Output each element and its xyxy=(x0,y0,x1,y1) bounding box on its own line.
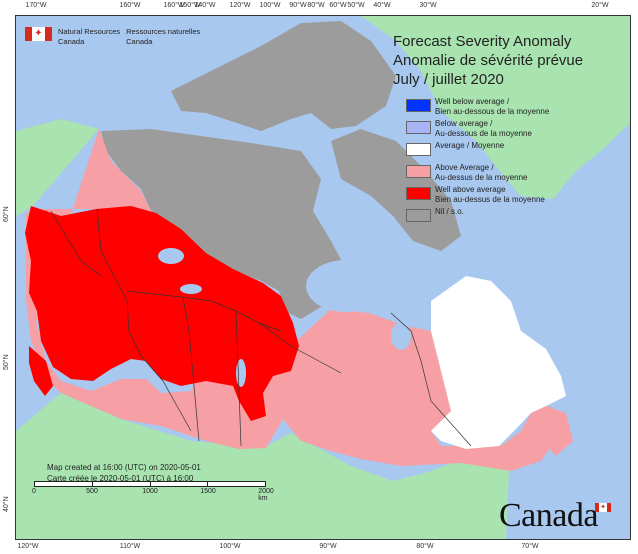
scale-label: 1500 xyxy=(200,488,216,495)
scale-bar: 0 500 1000 1500 2000 km xyxy=(32,481,274,502)
graticule-label: 100°W xyxy=(219,543,241,550)
graticule-label: 60°N xyxy=(3,206,10,222)
graticule-label: 120°W xyxy=(229,2,251,9)
graticule-label: 40°W xyxy=(373,2,391,9)
lake-winnipeg xyxy=(236,359,246,387)
graticule-label: 170°W xyxy=(25,2,47,9)
scale-label: 2000 km xyxy=(258,488,274,502)
graticule-label: 50°N xyxy=(3,354,10,370)
department-name-fr: Ressources naturelles Canada xyxy=(126,27,201,46)
great-slave-lake xyxy=(180,284,202,294)
provincial-borders xyxy=(50,208,472,447)
scale-label: 500 xyxy=(86,488,98,495)
well-above-average-core xyxy=(25,206,299,421)
legend-item-nil: Nil / s.o. xyxy=(406,207,549,226)
graticule-label: 80°W xyxy=(307,2,325,9)
hudson-bay-area xyxy=(306,260,386,312)
legend: Well below average / Bien au-dessous de l… xyxy=(406,97,549,229)
legend-item-average: Average / Moyenne xyxy=(406,141,549,160)
scale-label: 1000 xyxy=(142,488,158,495)
legend-item-well-below: Well below average / Bien au-dessous de l… xyxy=(406,97,549,116)
graticule-label: 50°W xyxy=(347,2,365,9)
title-english: Forecast Severity Anomaly xyxy=(393,33,572,50)
map-canvas: ✦ Natural Resources Canada Ressources na… xyxy=(15,15,631,540)
canada-flag-icon: ✦ xyxy=(25,27,52,41)
map-title: Forecast Severity Anomaly Anomalie de sé… xyxy=(393,32,583,89)
graticule-label: 110°W xyxy=(119,543,141,550)
department-name-en: Natural Resources Canada xyxy=(58,27,121,46)
graticule-label: 90°W xyxy=(289,2,307,9)
average-quebec xyxy=(431,276,566,449)
map-svg xyxy=(16,16,630,539)
department-logo: ✦ Natural Resources Canada Ressources na… xyxy=(25,27,200,47)
james-bay xyxy=(391,322,411,350)
well-above-average-coast xyxy=(29,346,53,396)
canada-wordmark: Canada xyxy=(499,497,598,534)
wordmark-flag-icon: ✦ xyxy=(595,503,611,512)
graticule-label: 30°W xyxy=(419,2,437,9)
graticule-label: 80°W xyxy=(416,543,434,550)
title-period: July / juillet 2020 xyxy=(393,71,504,88)
graticule-top-labels: 170°W 160°W 160°W 150°W 140°W 120°W 100°… xyxy=(0,2,638,12)
scale-label: 0 xyxy=(32,488,36,495)
legend-swatch xyxy=(406,121,431,134)
legend-swatch xyxy=(406,99,431,112)
graticule-label: 120°W xyxy=(17,543,39,550)
scale-labels: 0 500 1000 1500 2000 km xyxy=(32,487,274,502)
graticule-label: 40°N xyxy=(3,496,10,512)
legend-item-above: Above Average / Au-dessus de la moyenne xyxy=(406,163,549,182)
map-credit: Map created at 16:00 (UTC) on 2020-05-01… xyxy=(47,463,201,484)
graticule-label: 150°W xyxy=(179,2,201,9)
legend-swatch xyxy=(406,187,431,200)
arctic-islands-nil xyxy=(171,21,396,131)
usa-land xyxy=(16,393,509,539)
graticule-label: 60°W xyxy=(329,2,347,9)
graticule-label: 20°W xyxy=(591,2,609,9)
above-average-east xyxy=(283,309,561,471)
legend-item-below: Below average / Au-dessous de la moyenne xyxy=(406,119,549,138)
legend-swatch xyxy=(406,209,431,222)
graticule-label: 100°W xyxy=(259,2,281,9)
credit-english: Map created at 16:00 (UTC) on 2020-05-01 xyxy=(47,463,201,472)
graticule-label: 160°W xyxy=(119,2,141,9)
legend-swatch xyxy=(406,143,431,156)
graticule-label: 160°W xyxy=(163,2,185,9)
scale-bar-graphic xyxy=(34,481,266,487)
great-bear-lake xyxy=(158,248,184,264)
above-average-maritimes xyxy=(531,406,573,456)
graticule-label: 90°W xyxy=(319,543,337,550)
graticule-label: 140°W xyxy=(194,2,216,9)
title-french: Anomalie de sévérité prévue xyxy=(393,52,584,69)
legend-swatch xyxy=(406,165,431,178)
graticule-label: 70°W xyxy=(521,543,539,550)
alaska-land xyxy=(16,119,99,216)
greenland-land xyxy=(361,16,630,199)
legend-item-well-above: Well above average Bien au-dessus de la m… xyxy=(406,185,549,204)
graticule-bottom-labels: 120°W 110°W 100°W 90°W 80°W 70°W xyxy=(0,543,638,553)
credit-french: Carte créée le 2020-05-01 (UTC) à 16:00 xyxy=(47,473,194,483)
northern-mainland-nil xyxy=(101,129,346,319)
